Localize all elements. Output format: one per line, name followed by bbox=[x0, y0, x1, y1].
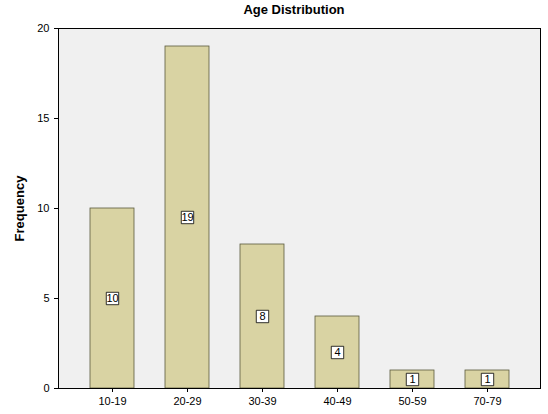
svg-text:8: 8 bbox=[259, 310, 265, 322]
svg-text:19: 19 bbox=[181, 211, 193, 223]
svg-text:70-79: 70-79 bbox=[473, 395, 501, 407]
svg-text:20-29: 20-29 bbox=[173, 395, 201, 407]
svg-text:10: 10 bbox=[37, 202, 49, 214]
svg-text:20: 20 bbox=[37, 22, 49, 34]
svg-text:50-59: 50-59 bbox=[398, 395, 426, 407]
svg-text:10: 10 bbox=[106, 292, 118, 304]
svg-text:0: 0 bbox=[43, 382, 49, 394]
svg-text:5: 5 bbox=[43, 292, 49, 304]
html-text:Age Distribution: Age Distribution bbox=[243, 2, 345, 17]
svg-text:30-39: 30-39 bbox=[248, 395, 276, 407]
svg-text:4: 4 bbox=[334, 346, 340, 358]
svg-text:Frequency: Frequency bbox=[12, 175, 27, 242]
svg-text:40-49: 40-49 bbox=[323, 395, 351, 407]
svg-text:10-19: 10-19 bbox=[98, 395, 126, 407]
svg-text:15: 15 bbox=[37, 112, 49, 124]
svg-text:1: 1 bbox=[484, 373, 490, 385]
svg-text:1: 1 bbox=[409, 373, 415, 385]
